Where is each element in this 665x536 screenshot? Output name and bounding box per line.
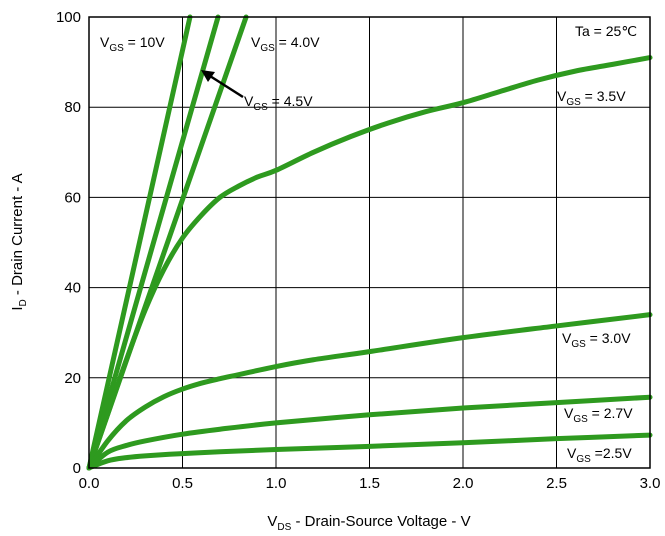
series-line-vgs30 — [86, 312, 653, 471]
label-vgs-4-5v: VGS = 4.5V — [244, 93, 313, 113]
label-vgs-2-7v: VGS = 2.7V — [564, 405, 633, 425]
x-tick-labels: 0.0 0.5 1.0 1.5 2.0 2.5 3.0 — [79, 475, 661, 492]
series-line-vgs25 — [86, 432, 653, 471]
x-tick-label: 0.5 — [172, 475, 193, 492]
y-tick-label: 100 — [56, 9, 81, 26]
label-vgs-4v: VGS = 4.0V — [251, 34, 320, 54]
annotation-arrowhead — [201, 70, 215, 82]
x-tick-label: 3.0 — [640, 475, 661, 492]
y-tick-labels: 0 20 40 60 80 100 — [56, 9, 81, 477]
y-tick-label: 40 — [64, 280, 81, 297]
x-tick-label: 1.0 — [266, 475, 287, 492]
series-line-vgs45 — [86, 14, 221, 471]
label-temperature: Ta = 25℃ — [575, 23, 637, 39]
plot-frame — [88, 16, 651, 469]
curves — [86, 14, 653, 471]
x-tick-label: 1.5 — [359, 475, 380, 492]
y-axis-title: ID - Drain Current - A — [9, 173, 29, 310]
x-tick-label: 0.0 — [79, 475, 100, 492]
series-line-vgs27 — [86, 394, 653, 471]
y-tick-label: 60 — [64, 189, 81, 206]
series-line-vgs10 — [86, 14, 193, 471]
x-tick-label: 2.5 — [546, 475, 567, 492]
y-tick-label: 80 — [64, 99, 81, 116]
annotation-arrow — [209, 74, 244, 99]
y-tick-label: 20 — [64, 370, 81, 387]
label-vgs-3v: VGS = 3.0V — [562, 330, 631, 350]
label-vgs-3-5v: VGS = 3.5V — [557, 88, 626, 108]
label-vgs-2-5v: VGS =2.5V — [567, 445, 632, 465]
series-line-vgs35 — [86, 55, 653, 471]
x-tick-label: 2.0 — [453, 475, 474, 492]
x-axis-title: VDS - Drain-Source Voltage - V — [267, 513, 470, 533]
label-vgs-10v: VGS = 10V — [100, 34, 165, 54]
y-tick-label: 0 — [73, 460, 81, 477]
